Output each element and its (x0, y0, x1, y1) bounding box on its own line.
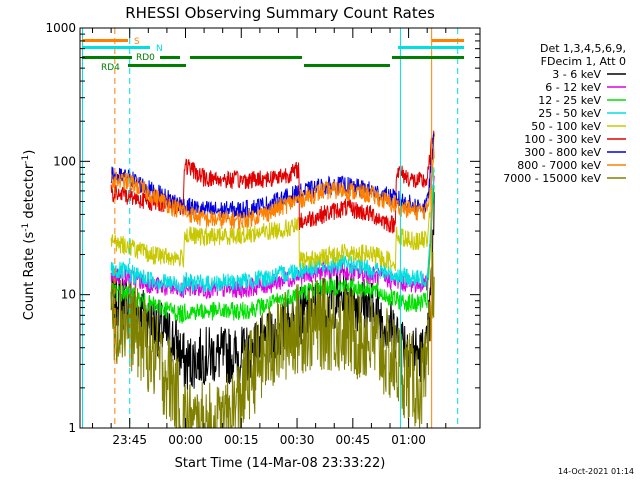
series-line-7 (110, 146, 435, 230)
flag-bar-s-2 (432, 39, 464, 42)
flag-bar-rd0-d (392, 56, 464, 59)
x-tick-label-5: 01:00 (391, 433, 426, 447)
vertical-markers (81, 28, 459, 428)
y-axis-label: Count Rate (s-1 detector-1) (21, 150, 37, 321)
timestamp: 14-Oct-2021 01:14 (558, 467, 634, 476)
x-tick-label-2: 00:15 (224, 433, 259, 447)
y-tick-label-0: 1 (68, 421, 76, 435)
x-tick-label-0: 23:45 (112, 433, 147, 447)
legend-entry-label-3: 25 - 50 keV (538, 107, 601, 120)
flag-label-rd4: RD4 (101, 63, 120, 73)
series-line-3 (110, 167, 435, 296)
series-line-4 (110, 135, 435, 272)
flag-bar-n-2 (398, 46, 464, 49)
flag-bar-rd0 (82, 56, 132, 59)
x-tick-label-3: 00:30 (280, 433, 315, 447)
series-line-2 (110, 185, 435, 324)
series-group (110, 130, 435, 429)
legend-entry-label-7: 800 - 7000 keV (517, 159, 601, 172)
legend: Det 1,3,4,5,6,9,FDecim 1, Att 03 - 6 keV… (503, 42, 626, 185)
flag-bar-s (82, 39, 128, 42)
legend-entry-label-8: 7000 - 15000 keV (503, 172, 601, 185)
x-tick-label-4: 00:45 (336, 433, 371, 447)
legend-entry-label-2: 12 - 25 keV (538, 94, 601, 107)
legend-entry-label-4: 50 - 100 keV (531, 120, 601, 133)
flag-label-n: N (156, 44, 163, 54)
y-tick-label-2: 100 (53, 154, 76, 168)
plot-frame (79, 27, 481, 429)
y-tick-label-3: 1000 (45, 21, 76, 35)
flag-bar-rd4 (128, 64, 186, 67)
flag-bar-rd4-b (304, 64, 390, 67)
legend-entry-label-1: 6 - 12 keV (545, 81, 601, 94)
y-tick-label-1: 10 (61, 288, 76, 302)
flag-bar-rd0-c (190, 56, 302, 59)
flag-bar-n (82, 46, 150, 49)
legend-entry-label-5: 100 - 300 keV (524, 133, 601, 146)
chart-title: RHESSI Observing Summary Count Rates (125, 4, 435, 22)
legend-entry-label-6: 300 - 800 keV (524, 146, 601, 159)
flag-label-s: S (134, 37, 140, 47)
flag-label-rd0: RD0 (136, 53, 155, 63)
x-axis-label: Start Time (14-Mar-08 23:33:22) (175, 456, 386, 471)
legend-header-1: FDecim 1, Att 0 (541, 55, 626, 68)
legend-entry-label-0: 3 - 6 keV (552, 68, 601, 81)
x-tick-label-1: 00:00 (168, 433, 203, 447)
flag-bar-rd0-b (160, 56, 180, 59)
plot-axes: 1 10 100 1000 23:45 00:00 00:15 00:30 00:45 01:00 (45, 21, 481, 447)
series-line-5 (110, 130, 435, 234)
series-line-8 (110, 251, 435, 429)
legend-header-0: Det 1,3,4,5,6,9, (540, 42, 626, 55)
